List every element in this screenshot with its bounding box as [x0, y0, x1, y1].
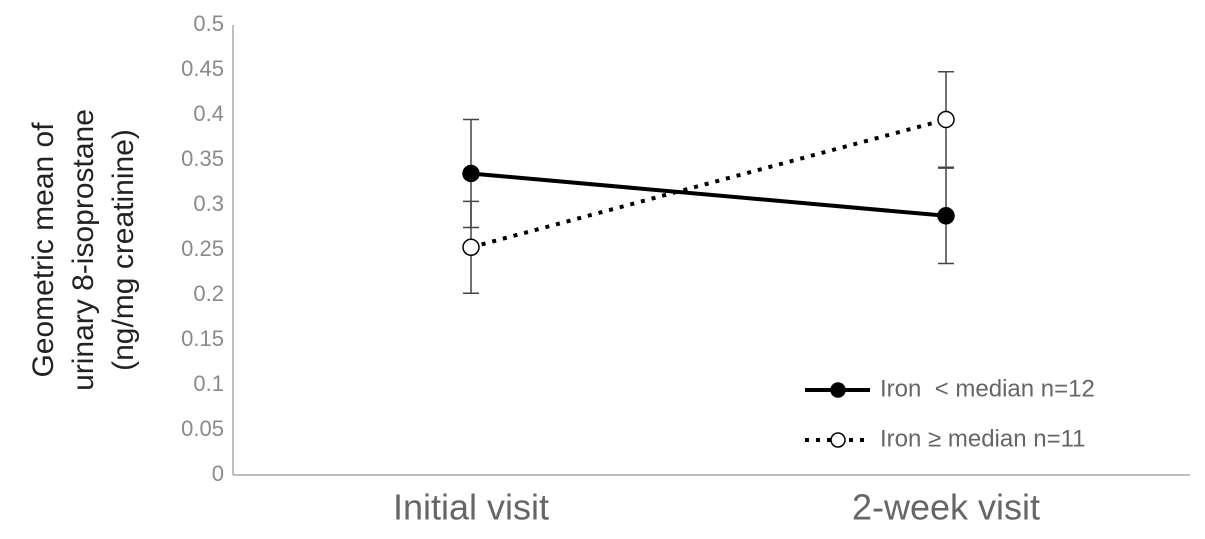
y-axis-label: Geometric mean of [27, 122, 60, 378]
y-tick-label: 0.2 [193, 281, 224, 306]
y-tick-label: 0.1 [193, 371, 224, 396]
y-tick-label: 0.35 [181, 146, 224, 171]
legend-label: Iron < median n=12 [880, 375, 1095, 402]
legend-marker [830, 382, 846, 398]
y-tick-label: 0.5 [193, 11, 224, 36]
legend-label: Iron ≥ median n=11 [880, 425, 1086, 452]
y-tick-label: 0.15 [181, 326, 224, 351]
y-tick-label: 0.4 [193, 101, 224, 126]
y-tick-label: 0 [212, 461, 224, 486]
marker [462, 238, 480, 257]
y-tick-label: 0.45 [181, 56, 224, 81]
y-axis-label: (ng/mg creatinine) [107, 129, 140, 371]
x-tick-label: Initial visit [393, 487, 549, 528]
y-tick-label: 0.25 [181, 236, 224, 261]
marker [462, 164, 480, 183]
y-axis-label: urinary 8-isoprostane [67, 109, 100, 391]
legend-marker [830, 432, 846, 448]
series-line [470, 171, 947, 218]
series-line [470, 117, 947, 250]
marker [937, 207, 955, 225]
x-tick-label: 2-week visit [852, 487, 1040, 528]
marker [937, 110, 955, 129]
y-tick-label: 0.3 [193, 191, 224, 216]
y-tick-label: 0.05 [181, 416, 224, 441]
